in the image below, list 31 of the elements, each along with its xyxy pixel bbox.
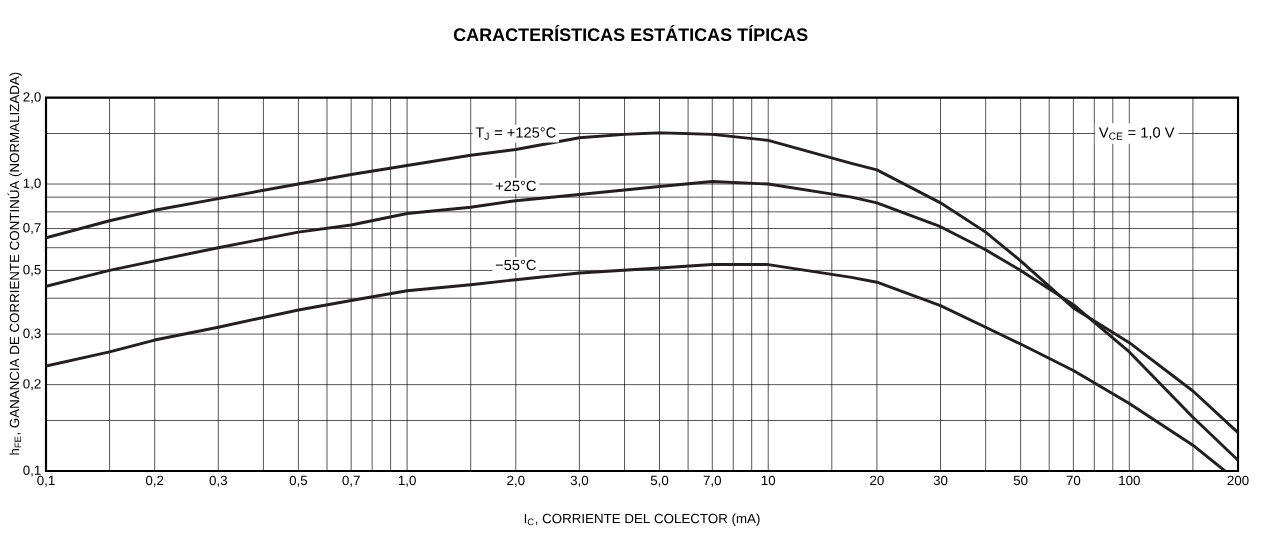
y-tick-label: 0,3 — [23, 328, 41, 340]
x-tick-label: 7,0 — [703, 475, 722, 487]
x-tick-label: 70 — [1066, 475, 1081, 486]
x-tick-label: 2,0 — [507, 475, 525, 487]
x-tick-label: 5,0 — [650, 475, 669, 487]
x-tick-label: 0,7 — [342, 475, 360, 487]
x-tick-label: 200 — [1227, 475, 1249, 486]
x-tick-label: 0,5 — [289, 475, 308, 487]
chart-title: CARACTERÍSTICAS ESTÁTICAS TÍPICAS — [453, 24, 808, 42]
y-tick-label: 0,7 — [23, 223, 41, 235]
series-label: +25°C — [495, 180, 536, 192]
x-axis-title: I$_{C}$, CORRIENTE DEL COLECTOR (mA) — [524, 513, 760, 526]
series-label: T$_{J}$ = +125°C — [475, 127, 556, 140]
x-tick-label: 3,0 — [570, 475, 589, 487]
x-tick-label: 0,3 — [209, 475, 227, 487]
y-tick-label: 0,5 — [23, 264, 41, 276]
y-tick-label: 1,0 — [23, 178, 41, 190]
x-tick-label: 0,2 — [145, 475, 164, 487]
y-tick-label: 0,1 — [23, 465, 41, 477]
x-tick-label: 10 — [761, 475, 776, 486]
y-tick-label: 0,2 — [23, 379, 41, 391]
x-tick-label: 30 — [933, 475, 948, 486]
x-tick-label: 100 — [1119, 475, 1140, 486]
annotation: V$_{CE}$ = 1,0 V — [1098, 127, 1175, 140]
y-tick-label: 2,0 — [23, 92, 41, 104]
x-tick-label: 50 — [1013, 475, 1028, 486]
x-tick-label: 1,0 — [398, 475, 416, 487]
x-tick-label: 20 — [870, 475, 884, 486]
x-tick-label: 0,1 — [37, 475, 55, 487]
series-label: −55°C — [495, 259, 536, 271]
y-axis-title: h$_{FE}$, GANANCIA DE CORRIENTE CONTINÚA (NORMALIZADA) — [7, 72, 22, 455]
